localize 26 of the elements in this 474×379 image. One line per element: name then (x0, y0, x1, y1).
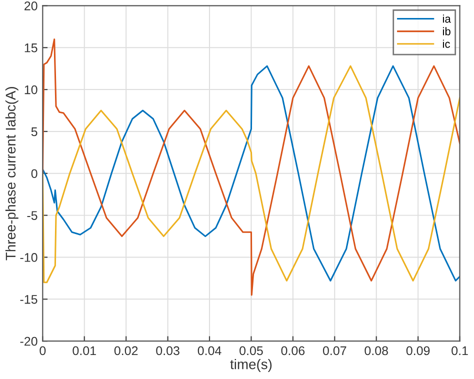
y-tick-label: 0 (31, 169, 38, 178)
y-tick-label: -20 (20, 336, 38, 346)
x-axis-title: time(s) (230, 359, 272, 372)
y-tick-label: 10 (24, 85, 38, 94)
x-tick-label: 0.07 (322, 346, 346, 356)
x-tick-label: 0.01 (72, 346, 96, 356)
y-tick-label: -5 (27, 211, 38, 220)
y-tick-label: 5 (31, 127, 38, 136)
x-tick-label: 0.08 (364, 346, 388, 356)
y-tick-label: -10 (20, 253, 38, 262)
x-tick-label: 0.1 (452, 346, 468, 356)
x-tick-label: 0.03 (156, 346, 180, 356)
x-tick-label: 0.05 (240, 346, 263, 356)
legend-label: ia (442, 14, 451, 23)
y-tick-label: 15 (24, 44, 38, 52)
legend-label: ib (442, 27, 450, 36)
x-tick-label: 0.09 (406, 346, 430, 356)
y-tick-label: 20 (24, 1, 38, 10)
y-axis-title: Three-phase current Iabc(A) (5, 87, 18, 260)
y-tick-label: -15 (20, 295, 38, 304)
x-tick-label: 0.02 (114, 346, 138, 356)
legend-label: ic (442, 40, 450, 48)
line-series (42, 38, 460, 296)
x-tick-label: 0.06 (281, 346, 305, 356)
x-tick-label: 0 (40, 346, 46, 356)
x-tick-label: 0.04 (198, 346, 222, 356)
